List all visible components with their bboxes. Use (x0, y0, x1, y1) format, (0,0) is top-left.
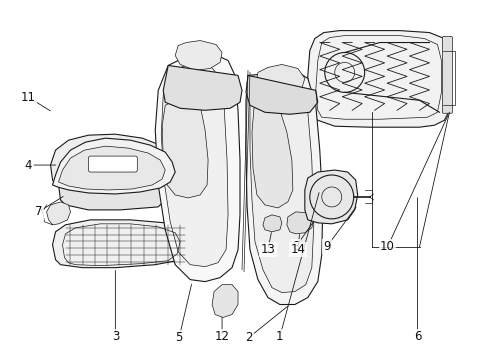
Polygon shape (245, 75, 317, 114)
Text: 8: 8 (291, 240, 299, 253)
Polygon shape (52, 138, 175, 194)
Text: 12: 12 (214, 330, 229, 343)
Text: 3: 3 (111, 330, 119, 343)
Polygon shape (52, 220, 192, 268)
Polygon shape (162, 98, 208, 198)
Polygon shape (245, 71, 322, 305)
Polygon shape (251, 102, 292, 208)
Polygon shape (286, 212, 313, 234)
Text: 7: 7 (35, 205, 42, 219)
Text: 4: 4 (25, 158, 32, 172)
Polygon shape (161, 62, 227, 267)
Polygon shape (307, 31, 450, 127)
Polygon shape (59, 146, 165, 190)
Polygon shape (304, 170, 357, 224)
Polygon shape (50, 134, 172, 192)
Polygon shape (263, 215, 281, 232)
FancyBboxPatch shape (88, 156, 137, 172)
Text: 10: 10 (379, 240, 394, 253)
Text: 9: 9 (323, 240, 330, 253)
Polygon shape (46, 202, 70, 225)
Polygon shape (163, 66, 242, 110)
Text: 13: 13 (260, 243, 275, 256)
Text: 11: 11 (21, 91, 36, 104)
Polygon shape (155, 53, 240, 282)
Polygon shape (255, 64, 304, 98)
Polygon shape (212, 285, 238, 318)
Text: 5: 5 (175, 331, 183, 344)
Polygon shape (249, 80, 313, 293)
Polygon shape (59, 182, 165, 210)
Text: 1: 1 (276, 330, 283, 343)
Text: 6: 6 (413, 330, 420, 343)
Polygon shape (175, 41, 222, 71)
FancyBboxPatch shape (442, 37, 451, 113)
Text: 2: 2 (245, 331, 252, 344)
Text: 14: 14 (290, 243, 305, 256)
